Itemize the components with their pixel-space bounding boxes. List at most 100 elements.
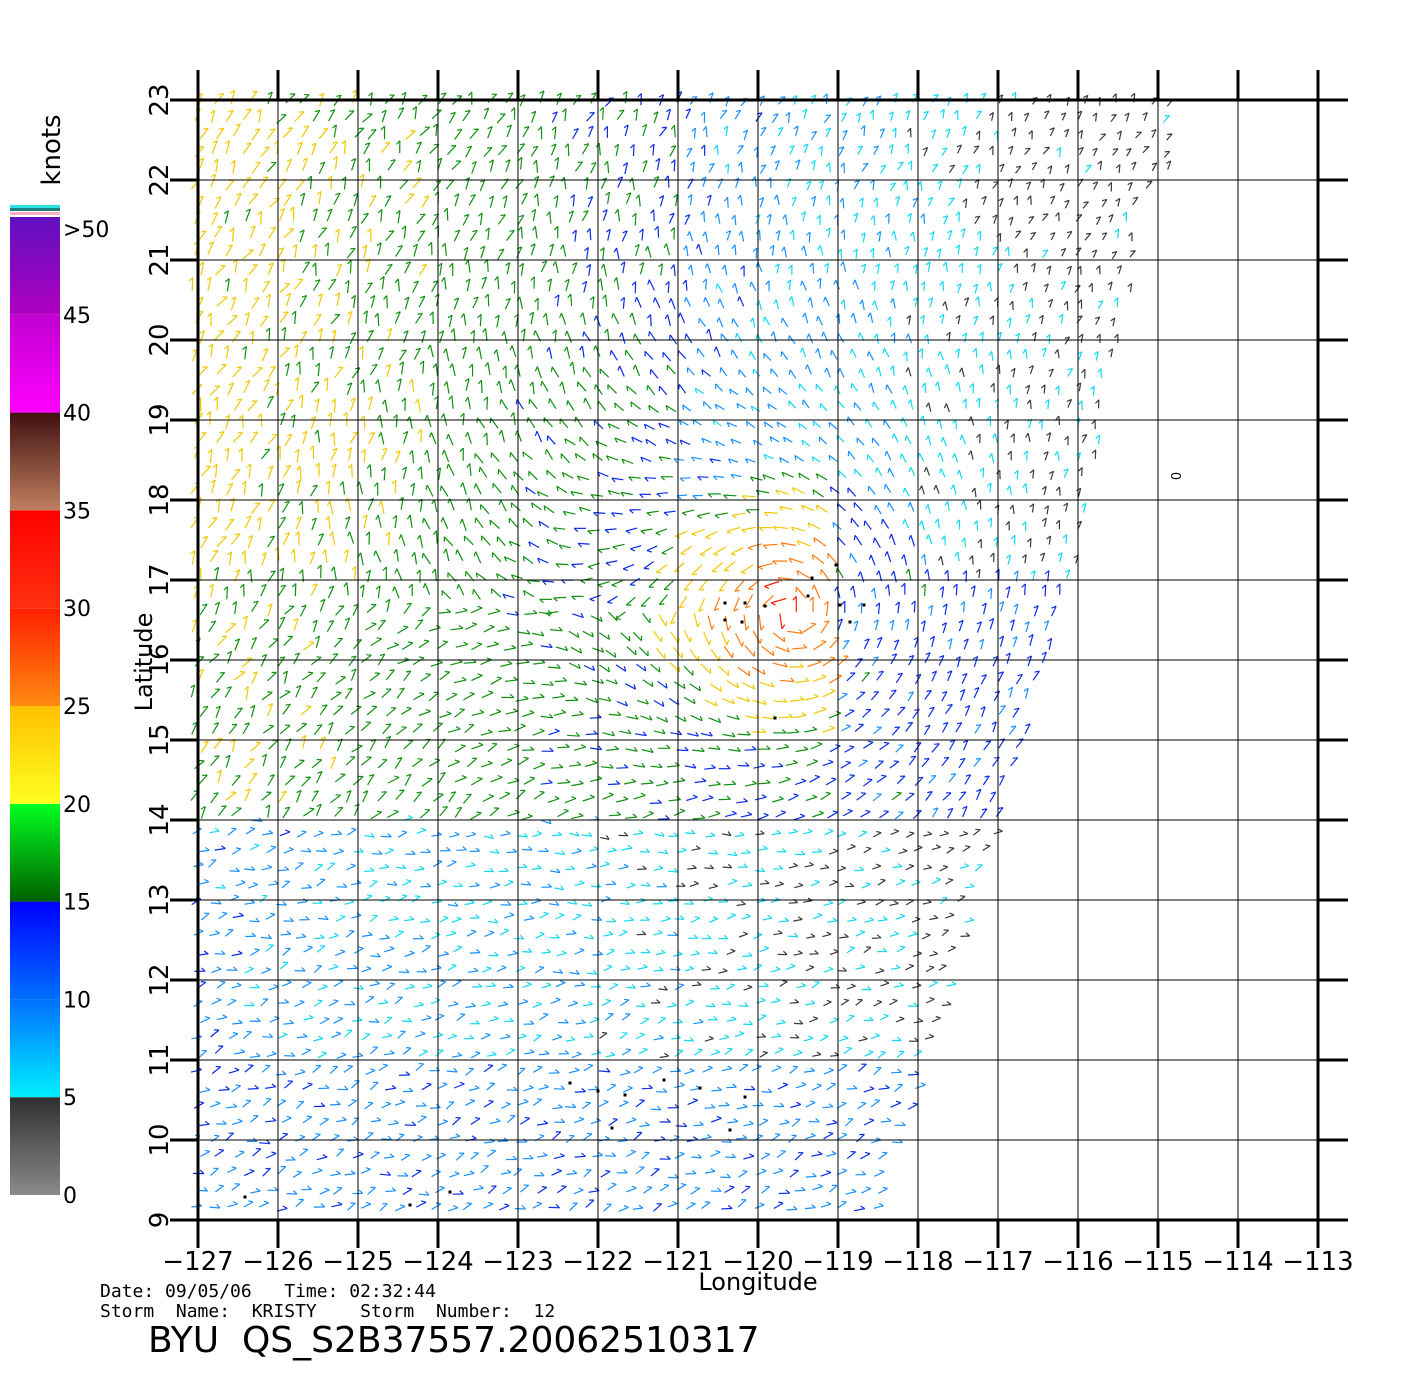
wind-vector-barb xyxy=(1116,130,1122,135)
wind-vector-barb xyxy=(1127,181,1133,186)
wind-vector xyxy=(874,760,884,769)
wind-vector-barb xyxy=(338,848,344,852)
wind-vector xyxy=(619,365,625,377)
wind-vector-barb xyxy=(331,756,337,760)
wind-vector xyxy=(892,865,903,869)
wind-vector-barb xyxy=(893,828,900,832)
wind-vector-barb xyxy=(278,247,284,250)
wind-vector-barb xyxy=(638,829,644,834)
wind-vector xyxy=(293,652,301,665)
wind-vector-barb xyxy=(816,214,821,220)
wind-vector-barb xyxy=(640,530,646,535)
wind-vector xyxy=(296,479,301,494)
wind-vector-barb xyxy=(829,486,832,492)
wind-vector xyxy=(862,232,866,243)
wind-vector-barb xyxy=(845,724,851,727)
wind-vector xyxy=(1026,450,1028,461)
wind-vector xyxy=(248,264,258,276)
wind-vector-barb xyxy=(805,231,811,236)
wind-vector-barb xyxy=(1023,248,1028,253)
wind-vector-barb xyxy=(408,450,413,455)
wind-vector xyxy=(1040,315,1044,325)
wind-vector-barb xyxy=(698,685,701,692)
wind-vector-barb xyxy=(665,744,671,749)
wind-vector-barb xyxy=(407,641,414,644)
wind-vector xyxy=(387,159,396,171)
wind-vector xyxy=(1151,162,1158,172)
wind-vector-barb xyxy=(790,526,795,532)
wind-vector-barb xyxy=(818,810,824,814)
wind-vector-barb xyxy=(298,501,303,506)
wind-vector-barb xyxy=(553,195,559,200)
wind-vector xyxy=(1080,334,1084,343)
wind-vector-barb xyxy=(679,605,685,609)
wind-vector-barb xyxy=(509,345,513,351)
wind-vector xyxy=(418,264,427,276)
wind-vector xyxy=(279,347,291,358)
wind-vector xyxy=(997,671,1004,682)
wind-vector-barb xyxy=(302,430,308,435)
wind-vector-barb xyxy=(359,584,365,589)
wind-vector xyxy=(740,852,751,854)
wind-vector xyxy=(905,246,910,256)
wind-vector xyxy=(626,884,636,889)
wind-vector xyxy=(351,745,363,753)
wind-vector xyxy=(642,613,651,624)
wind-vector xyxy=(475,517,484,529)
wind-vector xyxy=(772,662,788,668)
wind-vector-barb xyxy=(398,107,405,111)
wind-vector-barb xyxy=(502,195,508,200)
wind-vector xyxy=(1095,351,1099,361)
wind-vector-barb xyxy=(700,210,705,216)
wind-vector-barb xyxy=(678,384,680,390)
wind-vector xyxy=(853,180,860,190)
wind-vector-barb xyxy=(1047,637,1052,642)
wind-vector xyxy=(682,404,692,412)
wind-vector xyxy=(294,111,305,122)
wind-vector-barb xyxy=(448,262,454,268)
wind-vector xyxy=(770,368,779,378)
wind-vector-barb xyxy=(510,485,513,491)
wind-vector xyxy=(588,264,592,276)
wind-vector xyxy=(746,420,755,429)
wind-vector xyxy=(992,721,997,733)
wind-vector xyxy=(608,783,620,786)
wind-vector-barb xyxy=(547,278,552,283)
wind-vector xyxy=(451,363,456,377)
wind-vector-barb xyxy=(828,422,831,428)
wind-vector xyxy=(348,655,357,667)
wind-vector xyxy=(228,723,238,735)
wind-vector-barb xyxy=(823,296,826,302)
wind-vector xyxy=(199,127,209,140)
wind-vector xyxy=(606,748,619,751)
wind-vector-barb xyxy=(705,328,710,334)
wind-vector xyxy=(820,403,828,412)
wind-vector xyxy=(602,247,605,260)
wind-vector-barb xyxy=(429,311,434,316)
wind-vector xyxy=(224,686,232,698)
wind-vector xyxy=(710,649,720,662)
wind-vector-barb xyxy=(849,745,855,748)
wind-vector xyxy=(453,679,467,684)
wind-vector-barb xyxy=(489,418,492,424)
wind-vector-barb xyxy=(981,602,987,607)
wind-vector-barb xyxy=(895,601,900,606)
wind-vector xyxy=(942,622,947,634)
wind-vector-barb xyxy=(748,670,751,676)
wind-vector xyxy=(233,398,243,411)
wind-vector xyxy=(774,883,784,887)
wind-vector xyxy=(692,161,695,173)
wind-vector xyxy=(738,296,745,307)
wind-vector-barb xyxy=(600,263,605,269)
wind-vector xyxy=(1093,181,1099,190)
wind-vector xyxy=(608,490,620,495)
wind-vector xyxy=(963,740,969,751)
wind-vector-barb xyxy=(1054,450,1059,456)
wind-vector xyxy=(584,762,598,768)
wind-vector xyxy=(546,538,559,545)
wind-vector-barb xyxy=(737,296,741,302)
wind-vector xyxy=(787,112,791,124)
wind-vector xyxy=(261,691,273,701)
wind-vector-barb xyxy=(993,130,998,136)
wind-vector-barb xyxy=(630,882,636,886)
